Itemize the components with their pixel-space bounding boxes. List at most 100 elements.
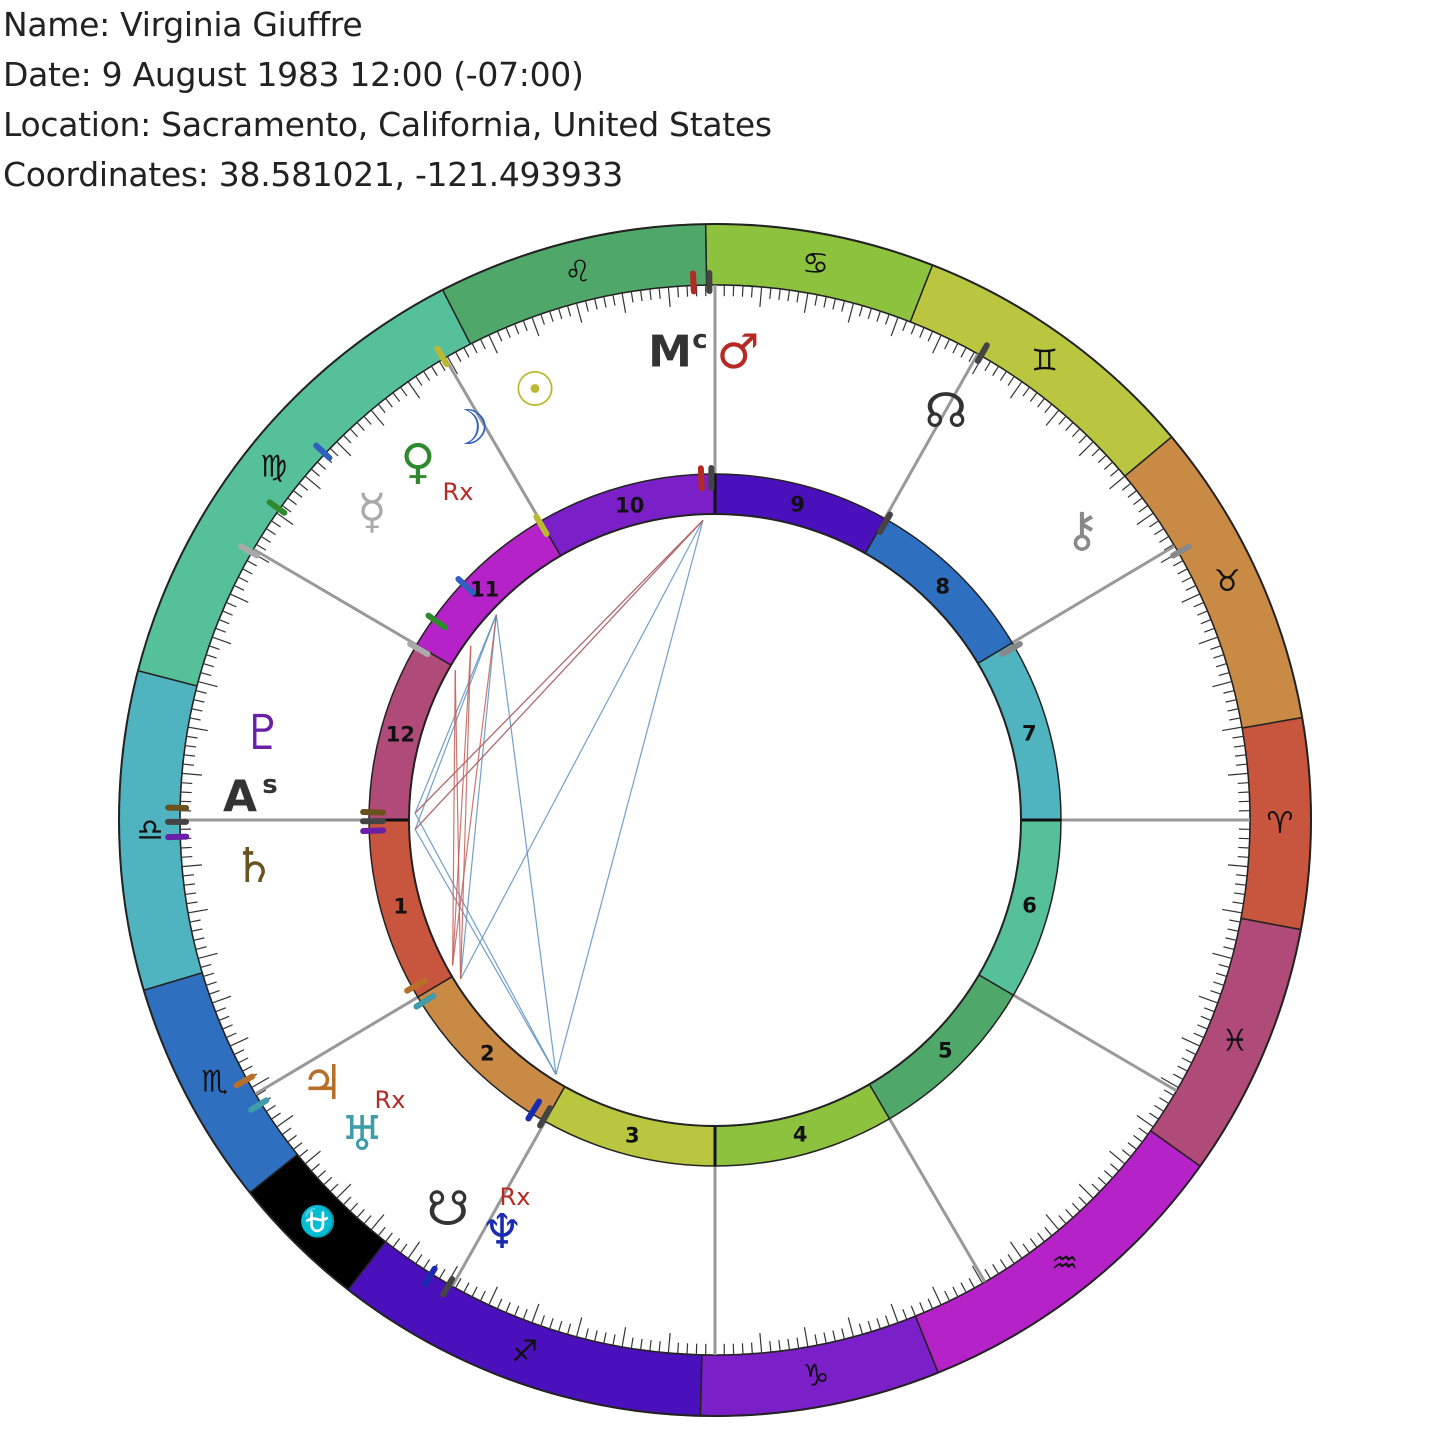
degree-tick — [1058, 415, 1067, 425]
degree-tick — [741, 285, 744, 297]
degree-tick — [438, 361, 446, 372]
degree-tick — [251, 1076, 270, 1089]
degree-tick — [342, 1196, 352, 1206]
degree-tick — [181, 855, 193, 858]
degree-tick — [377, 1226, 386, 1237]
degree-tick — [932, 1286, 942, 1306]
outer-marker-north-node — [974, 342, 990, 364]
degree-tick — [1121, 1149, 1132, 1158]
degree-tick — [1185, 1049, 1197, 1056]
ascendant-label-sub: s — [262, 770, 277, 800]
outer-marker-south-node — [440, 1276, 456, 1298]
degree-tick — [910, 323, 916, 335]
degree-tick — [984, 361, 992, 372]
mars-icon: ♂ — [716, 324, 759, 380]
degree-tick — [621, 293, 627, 313]
degree-tick — [1009, 1241, 1023, 1259]
degree-tick — [423, 370, 431, 381]
degree-tick — [191, 928, 203, 932]
degree-tick — [639, 290, 643, 302]
degree-tick — [594, 1330, 598, 1342]
degree-tick — [188, 726, 208, 732]
degree-tick — [1198, 636, 1218, 645]
degree-tick — [222, 610, 233, 616]
degree-tick — [999, 1259, 1007, 1270]
degree-tick — [195, 946, 207, 951]
degree-tick — [1078, 1196, 1088, 1206]
degree-tick — [910, 1305, 916, 1317]
degree-tick — [1215, 972, 1227, 977]
aspect-line-mars-neptune — [555, 520, 704, 1075]
degree-tick — [514, 323, 520, 335]
degree-tick — [1193, 1032, 1204, 1039]
degree-tick — [603, 1332, 607, 1344]
degree-tick — [222, 1024, 233, 1030]
degree-tick — [265, 528, 276, 536]
degree-tick — [1097, 1176, 1107, 1186]
degree-tick — [968, 1278, 975, 1289]
degree-tick — [867, 308, 872, 320]
degree-tick — [992, 365, 1000, 376]
degree-tick — [281, 1127, 292, 1135]
name-line: Name: Virginia Giuffre — [3, 5, 363, 44]
degree-tick — [1007, 376, 1015, 386]
degree-tick — [1200, 619, 1212, 625]
degree-tick — [415, 376, 423, 386]
degree-tick — [298, 1149, 309, 1158]
sign-glyph-taurus: ♉ — [1214, 564, 1241, 599]
degree-tick — [1232, 735, 1244, 739]
degree-tick — [960, 1282, 967, 1293]
degree-tick — [256, 543, 267, 551]
degree-tick — [1133, 497, 1143, 506]
inner-circle — [408, 513, 1022, 1127]
degree-tick — [1138, 1127, 1149, 1135]
degree-tick — [876, 310, 881, 322]
degree-tick — [769, 287, 772, 299]
degree-tick — [189, 919, 201, 923]
degree-tick — [242, 1065, 253, 1072]
degree-tick — [1121, 482, 1132, 491]
degree-tick — [1109, 475, 1126, 490]
jupiter-icon: ♃ — [300, 1055, 343, 1111]
degree-tick — [686, 1343, 689, 1355]
degree-tick — [1222, 908, 1242, 914]
degree-tick — [885, 1315, 890, 1327]
degree-tick — [438, 1268, 446, 1279]
degree-tick — [310, 468, 320, 477]
house-number-3: 3 — [625, 1123, 640, 1147]
degree-tick — [1235, 754, 1247, 757]
inner-marker-sun — [533, 513, 550, 537]
aspect-line-venus-jupiter — [452, 645, 472, 966]
degree-tick — [392, 1238, 401, 1248]
degree-tick — [1212, 680, 1232, 688]
degree-tick — [191, 708, 203, 712]
degree-tick — [558, 1320, 563, 1332]
inner-marker-pluto — [360, 827, 387, 835]
degree-tick — [336, 441, 352, 457]
venus-icon: ♀ — [400, 434, 435, 490]
degree-tick — [400, 1243, 408, 1254]
outer-marker-pluto — [165, 833, 190, 841]
degree-tick — [1071, 428, 1081, 438]
house-cusp-line — [451, 1120, 547, 1287]
house-number-7: 7 — [1022, 721, 1037, 745]
degree-tick — [522, 320, 528, 332]
sign-glyph-aquarius: ♒ — [1051, 1246, 1078, 1281]
degree-tick — [400, 386, 408, 397]
degree-tick — [847, 1317, 855, 1337]
degree-tick — [1197, 1024, 1208, 1030]
degree-tick — [496, 1298, 503, 1309]
degree-tick — [531, 1303, 540, 1323]
house-number-5: 5 — [938, 1039, 953, 1063]
degree-tick — [1177, 568, 1188, 575]
saturn-icon: ♄ — [232, 838, 275, 894]
degree-tick — [363, 1215, 372, 1225]
aspect-line-moon-jupiter — [452, 614, 497, 966]
degree-tick — [750, 286, 753, 298]
sign-glyph-virgo: ♍ — [260, 450, 287, 485]
degree-tick — [496, 331, 503, 342]
degree-tick — [1045, 409, 1060, 426]
location-line: Location: Sacramento, California, United… — [3, 105, 772, 144]
degree-tick — [1159, 1097, 1170, 1105]
degree-tick — [566, 1323, 572, 1335]
